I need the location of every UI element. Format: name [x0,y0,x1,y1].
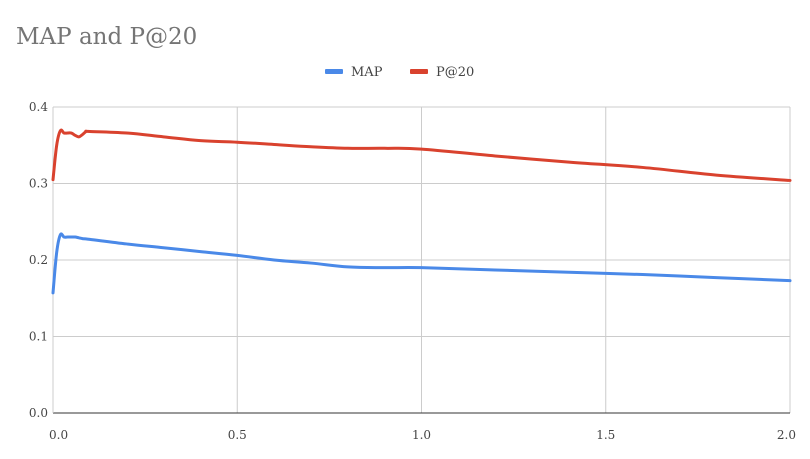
y-tick-label: 0.2 [29,253,48,267]
x-tick-label: 1.0 [412,428,431,442]
y-tick-label: 0.3 [29,177,48,191]
x-axis-ticks: 0.0 0.5 1.0 1.5 2.0 [49,428,796,442]
y-tick-label: 0.0 [29,406,48,420]
legend-label-map: MAP [351,65,383,80]
x-tick-label: 2.0 [777,428,796,442]
x-tick-label: 1.5 [596,428,615,442]
legend: MAP P@20 [325,65,474,80]
grid [53,106,791,413]
y-tick-label: 0.4 [29,100,48,114]
y-axis-ticks: 0.0 0.1 0.2 0.3 0.4 [29,100,48,420]
legend-swatch-p20 [410,69,428,74]
axes [52,107,790,414]
legend-swatch-map [325,69,343,74]
legend-label-p20: P@20 [436,65,474,80]
chart-title: MAP and P@20 [16,24,197,50]
x-tick-label: 0.0 [49,428,68,442]
y-tick-label: 0.1 [29,330,48,344]
series-line-p20 [51,128,792,182]
series-line-map [51,232,792,295]
series-lines [51,128,792,295]
x-tick-label: 0.5 [228,428,247,442]
